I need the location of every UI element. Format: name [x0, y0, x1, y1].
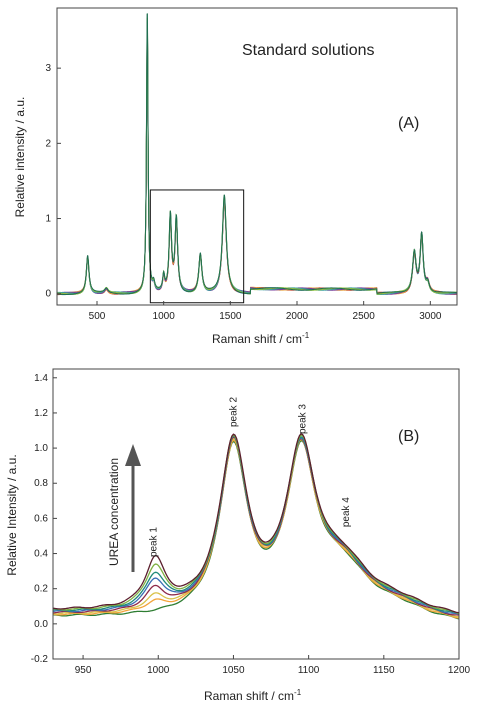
panel-b-series-line [52, 433, 460, 614]
panel-a-series-line [57, 24, 457, 295]
panel-a-x-ticks: 500 1000 1500 2000 2500 3000 [89, 301, 442, 322]
panel-b-x-tick-label: 1200 [448, 665, 471, 676]
panel-a-series-line [56, 36, 457, 295]
panel-b-series-line [52, 436, 460, 616]
panel-a-y-ticks: 0 1 2 3 [45, 63, 61, 300]
panel-a-x-tick-label: 2000 [286, 311, 309, 322]
panel-a-plot-frame [56, 7, 458, 306]
panel-b-y-tick-label: 1.4 [34, 373, 48, 384]
panel-b-x-tick-label: 1000 [147, 665, 170, 676]
panel-a-x-tick-label: 3000 [419, 311, 442, 322]
panel-b: 950 1000 1050 1100 1150 1200 -0.2 0.0 0.2 0.4 0.6… [5, 368, 471, 703]
panel-a-y-label: Relative intensity / a.u. [13, 97, 27, 218]
panel-a-annotation: Standard solutions [242, 42, 375, 59]
panel-b-y-tick-label: 1.0 [34, 443, 48, 454]
panel-b-y-tick-label: 0.8 [34, 478, 48, 489]
panel-b-peak-label: peak 2 [228, 397, 239, 427]
panel-b-label: (B) [398, 428, 419, 445]
panel-b-x-tick-label: 950 [75, 665, 92, 676]
panel-a-series-line [57, 17, 457, 295]
panel-a-series-line [57, 26, 457, 295]
panel-b-y-label: Relative Intensity / a.u. [5, 454, 19, 575]
panel-b-y-tick-label: 0.6 [34, 513, 48, 524]
panel-b-y-tick-label: -0.2 [31, 654, 49, 665]
panel-a-x-label: Raman shift / cm-1 [212, 331, 310, 346]
panel-b-x-tick-label: 1050 [222, 665, 245, 676]
panel-b-y-tick-label: 1.2 [34, 408, 48, 419]
panel-b-peak-label: peak 4 [341, 497, 352, 527]
panel-b-y-tick-label: 0.2 [34, 584, 48, 595]
urea-arrow-head [125, 444, 141, 466]
panel-a-y-tick-label: 2 [45, 138, 51, 149]
panel-a-series-line [57, 13, 458, 295]
panel-a-label: (A) [398, 115, 419, 132]
panel-b-x-ticks: 950 1000 1050 1100 1150 1200 [75, 655, 471, 676]
panel-b-y-tick-label: 0.4 [34, 549, 48, 560]
panel-b-x-tick-label: 1100 [298, 665, 320, 676]
panel-b-peak-label: peak 1 [149, 527, 160, 557]
panel-b-y-tick-label: 0.0 [34, 619, 48, 630]
panel-b-peak-label: peak 3 [298, 404, 309, 434]
panel-b-series [52, 433, 460, 620]
panel-a-series-line [57, 21, 457, 295]
panel-a-y-tick-label: 3 [45, 63, 51, 74]
panel-a-x-tick-label: 1000 [153, 311, 176, 322]
panel-b-peak-labels: peak 1 peak 2 peak 3 peak 4 [149, 397, 352, 558]
panel-a-x-tick-label: 500 [89, 311, 106, 322]
panel-b-x-tick-label: 1150 [373, 665, 395, 676]
panel-a-x-label-text: Raman shift / cm [212, 332, 302, 346]
panel-a-x-tick-label: 1500 [219, 311, 242, 322]
panel-a-x-label-sup: -1 [302, 331, 310, 340]
panel-b-x-label-sup: -1 [294, 688, 302, 697]
panel-b-y-ticks: -0.2 0.0 0.2 0.4 0.6 0.8 1.0 1.2 1.4 [31, 373, 57, 665]
panel-a-y-tick-label: 0 [45, 289, 51, 300]
panel-a-inset-box [149, 189, 245, 304]
panel-a: 500 1000 1500 2000 2500 3000 0 1 2 3 Standard so… [13, 7, 458, 346]
panel-a-y-tick-label: 1 [45, 214, 51, 225]
panel-a-x-tick-label: 2500 [353, 311, 376, 322]
panel-a-series-line [57, 29, 457, 296]
panel-b-x-label-text: Raman shift / cm [204, 689, 294, 703]
panel-a-series-line [57, 32, 458, 296]
panel-b-plot-frame [52, 368, 460, 660]
urea-arrow-label: UREA concentration [107, 458, 121, 566]
panel-a-series [56, 13, 458, 296]
panel-b-x-label: Raman shift / cm-1 [204, 688, 302, 703]
